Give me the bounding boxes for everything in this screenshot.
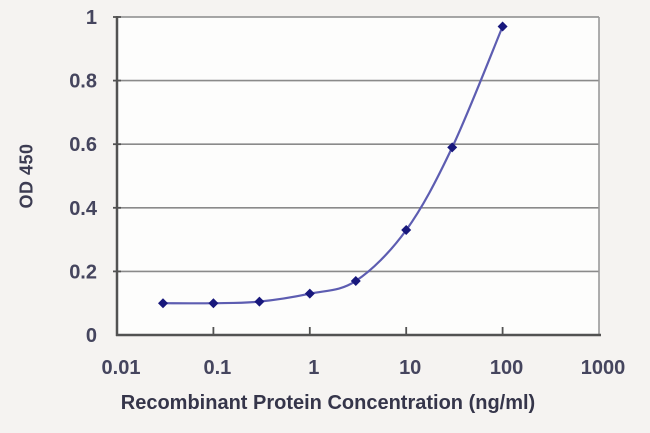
x-tick-label: 10 bbox=[399, 357, 421, 379]
y-tick-label: 1 bbox=[86, 7, 97, 29]
data-point-marker bbox=[401, 225, 412, 236]
data-point-marker bbox=[497, 21, 508, 32]
y-tick-label: 0.8 bbox=[69, 71, 97, 93]
data-point-marker bbox=[157, 298, 168, 309]
x-tick-label: 1000 bbox=[581, 357, 626, 379]
data-point-marker bbox=[208, 298, 219, 309]
x-axis-title: Recombinant Protein Concentration (ng/ml… bbox=[120, 392, 536, 414]
data-point-marker bbox=[350, 275, 361, 286]
x-tick-label: 1 bbox=[308, 357, 319, 379]
data-point-marker bbox=[447, 142, 458, 153]
x-tick-label: 0.1 bbox=[203, 357, 231, 379]
y-tick-label: 0.2 bbox=[69, 261, 97, 283]
data-point-marker bbox=[304, 288, 315, 299]
plot-background bbox=[117, 17, 599, 335]
x-tick-label: 0.01 bbox=[102, 357, 141, 379]
y-axis-title: OD 450 bbox=[16, 143, 37, 209]
y-tick-label: 0.4 bbox=[69, 198, 98, 220]
y-tick-label: 0.6 bbox=[69, 134, 97, 156]
y-tick-label: 0 bbox=[86, 325, 97, 347]
data-point-marker bbox=[254, 296, 265, 307]
x-tick-label: 100 bbox=[490, 357, 523, 379]
